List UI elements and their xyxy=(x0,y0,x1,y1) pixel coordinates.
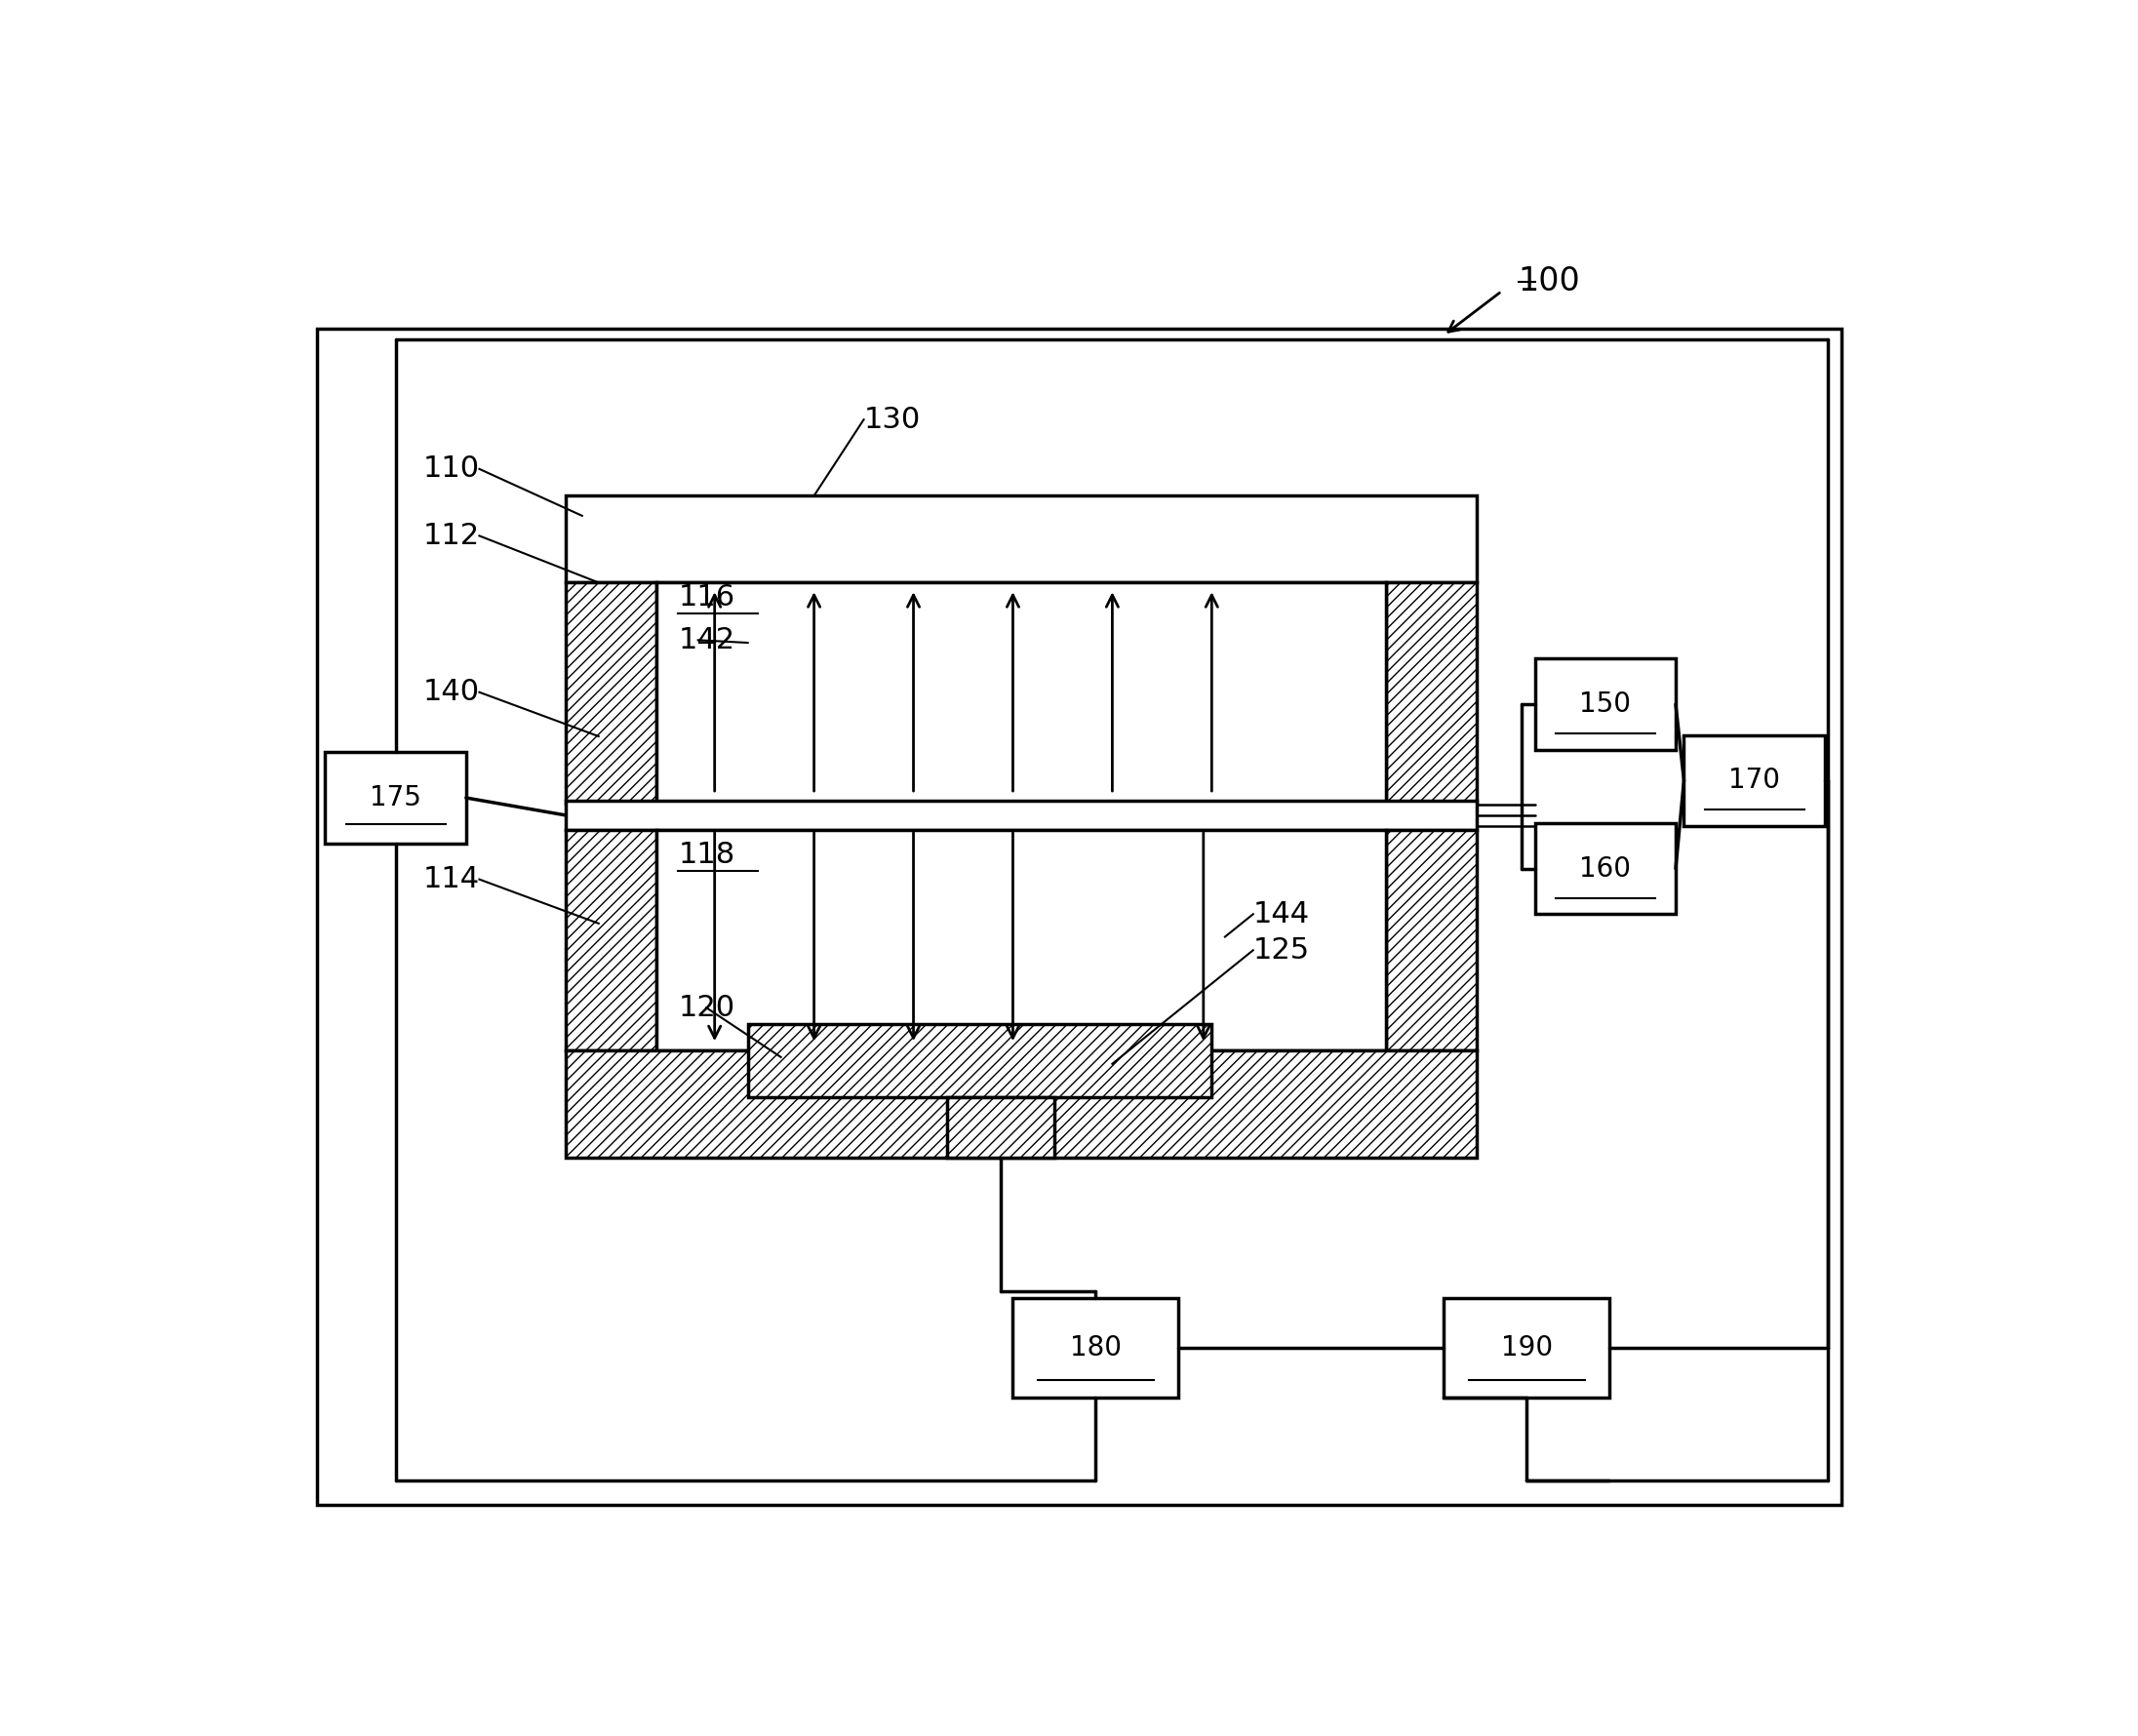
Bar xyxy=(564,496,1477,583)
Bar xyxy=(656,583,1385,804)
Bar xyxy=(564,1050,1477,1158)
Text: 144: 144 xyxy=(1253,899,1311,929)
Text: 175: 175 xyxy=(370,785,421,811)
Text: 150: 150 xyxy=(1580,691,1631,719)
Text: 100: 100 xyxy=(1518,266,1580,299)
Text: 110: 110 xyxy=(423,455,479,483)
Bar xyxy=(1443,1299,1610,1397)
Bar xyxy=(1535,823,1676,915)
Bar xyxy=(316,328,1841,1505)
Text: 140: 140 xyxy=(423,679,479,707)
Bar xyxy=(1385,583,1477,804)
Text: 130: 130 xyxy=(864,406,921,434)
Bar xyxy=(656,830,1385,1050)
Bar xyxy=(1535,658,1676,750)
Text: 142: 142 xyxy=(678,627,735,654)
Bar xyxy=(325,752,466,844)
Text: 112: 112 xyxy=(423,523,479,550)
Bar xyxy=(947,1097,1054,1158)
Text: 170: 170 xyxy=(1728,767,1781,793)
Text: 120: 120 xyxy=(678,993,735,1023)
Text: 190: 190 xyxy=(1501,1335,1552,1361)
Text: 160: 160 xyxy=(1580,856,1631,882)
Bar xyxy=(564,800,1477,830)
Text: 118: 118 xyxy=(678,842,735,870)
Bar xyxy=(1685,734,1826,826)
Text: 114: 114 xyxy=(423,865,479,894)
Text: 180: 180 xyxy=(1069,1335,1122,1361)
Bar xyxy=(564,830,656,1050)
Bar xyxy=(1385,830,1477,1050)
Text: 125: 125 xyxy=(1253,936,1311,963)
Bar xyxy=(1013,1299,1178,1397)
Text: 116: 116 xyxy=(678,583,735,611)
Bar xyxy=(748,1024,1212,1097)
Bar xyxy=(564,583,656,804)
